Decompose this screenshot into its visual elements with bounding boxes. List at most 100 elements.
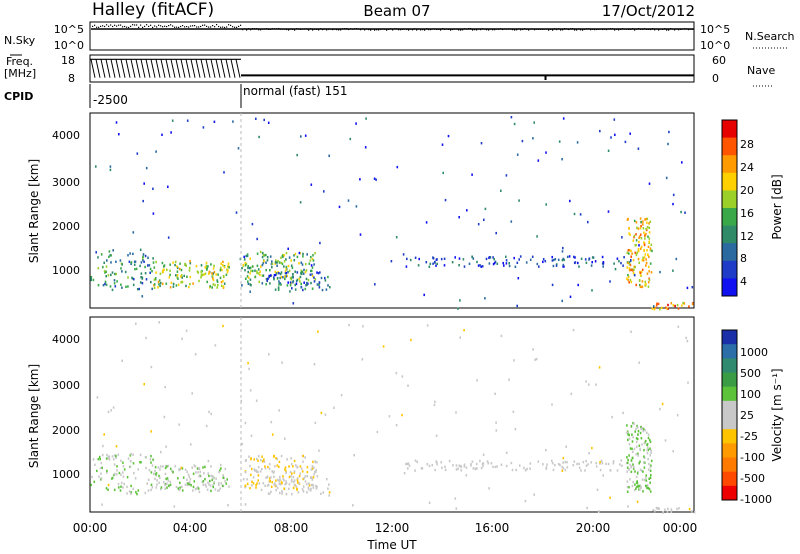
frequency-sweep [135,59,141,78]
velocity-point [640,469,643,472]
sky-count-point [106,24,108,26]
velocity-point [285,482,288,485]
velocity-point [645,476,647,480]
velocity-point [636,424,638,428]
sky-count-point [156,26,158,28]
x-axis-label: Time UT [366,538,417,552]
velocity-point [562,467,565,470]
velocity-point [505,451,508,454]
power-point [636,251,638,255]
velocity-point [290,475,292,478]
power-point [278,261,281,264]
power-point [323,190,325,193]
power-point [288,256,291,259]
power-point [642,227,645,230]
velocity-point [635,487,637,490]
power-point [557,258,560,261]
velocity-cb-tick-minus25: -25 [740,430,758,443]
velocity-point [311,467,314,470]
power-point [294,252,297,256]
velocity-point [99,466,102,470]
power-point [130,261,133,264]
power-point [521,139,524,143]
velocity-point [649,481,651,484]
velocity-point [123,468,126,471]
power-point [602,265,604,268]
power-point [667,303,669,307]
velocity-point [172,470,174,474]
power-point [648,182,651,185]
velocity-point [534,358,536,361]
power-point [325,288,328,291]
sky-count-point [392,29,394,31]
velocity-point [268,353,270,356]
sky-count-point [170,24,172,26]
velocity-point [127,457,130,460]
velocity-point [272,471,275,474]
power-point [208,272,210,275]
power-point [302,255,304,258]
power-point [656,302,658,305]
power-point [627,278,629,282]
power-point [265,261,267,264]
velocity-point [257,474,260,477]
velocity-point [578,462,580,466]
power-point [151,270,153,273]
velocity-point [284,466,287,469]
power-point [480,265,482,268]
velocity-point [634,430,636,433]
velocity-point [465,466,468,469]
power-point [209,285,212,288]
power-point [495,231,497,235]
velocity-point [643,442,646,445]
velocity-point [406,462,408,466]
power-point [516,304,518,308]
sky-count-point [198,26,200,28]
power-point [151,287,153,291]
velocity-point [657,507,659,510]
power-point [672,304,675,307]
velocity-point [296,465,299,469]
power-point [167,185,169,188]
power-point [161,133,163,136]
power-point [508,264,511,268]
velocity-point [408,464,411,467]
power-point [626,251,629,254]
power-colorbar-swatch [722,225,737,244]
power-point [429,262,432,266]
power-point [108,250,111,253]
velocity-point [634,470,636,473]
velocity-point [252,482,255,485]
velocity-point [641,443,643,446]
frequency-sweep [115,59,121,78]
velocity-point [640,437,643,440]
power-point [585,261,588,264]
velocity-point [646,448,648,452]
power-colorbar-frame [721,119,738,297]
power-point [153,266,156,269]
power-point [109,168,112,172]
velocity-point [414,469,416,472]
velocity-point [128,490,131,493]
velocity-point [277,478,279,482]
velocity-point [376,430,379,434]
sky-count-point [450,29,452,31]
power-point [653,308,656,311]
power-point [244,261,247,265]
power-colorbar-ticks: 28 24 20 16 12 8 4 [740,138,754,288]
velocity-point [545,466,548,469]
velocity-point [166,482,168,485]
power-point [529,258,532,261]
power-point [279,276,281,280]
power-point [648,222,650,225]
power-point [247,265,249,268]
power-point [626,277,628,280]
velocity-point [105,457,108,460]
velocity-point [545,448,547,452]
velocity-point [249,464,251,468]
power-point [324,279,327,282]
power-point [287,264,290,268]
velocity-point [628,443,631,446]
velocity-point [99,458,101,461]
velocity-colorbar-swatch [722,457,737,473]
